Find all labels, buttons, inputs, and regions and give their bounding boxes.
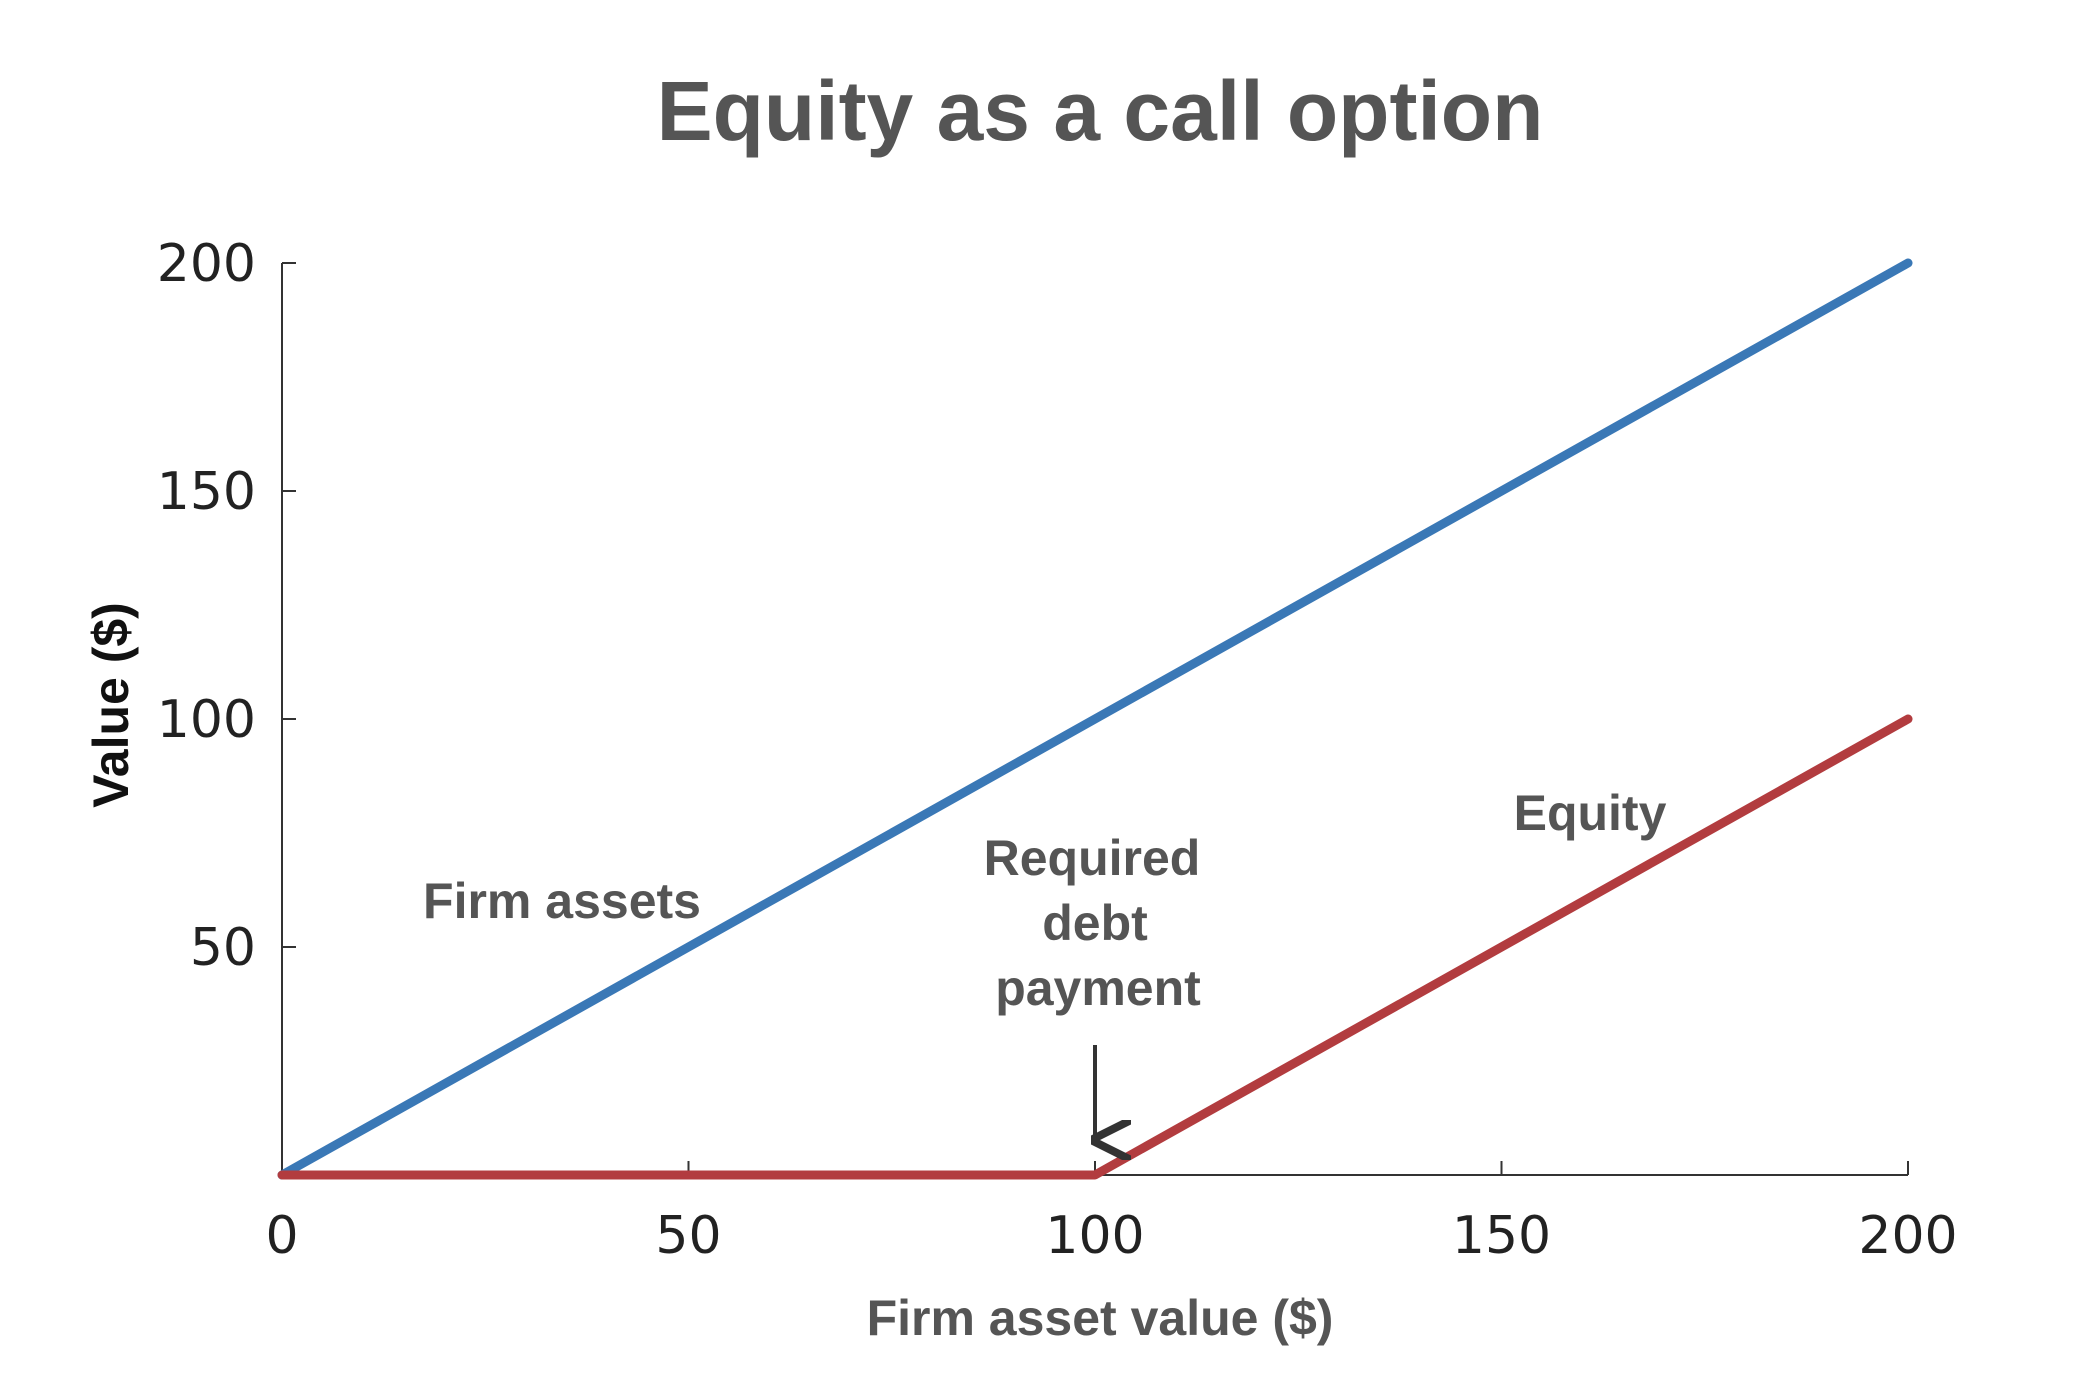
series-line-equity [277,714,1913,1180]
series-label-firm-assets: Firm assets [423,873,701,929]
annotation-line-3: payment [995,960,1201,1016]
series-label-equity: Equity [1514,785,1667,841]
chart-title: Equity as a call option [657,64,1544,158]
x-tick-label: 100 [1045,1206,1144,1266]
annotation-line-1: Required [984,830,1201,886]
x-tick-label: 0 [265,1206,298,1266]
x-axis-title: Firm asset value ($) [867,1290,1334,1346]
series-layer [277,258,1913,1180]
x-tick-label: 150 [1452,1206,1551,1266]
x-tick-label: 50 [655,1206,721,1266]
y-tick-label: 100 [157,690,256,750]
ticks: 0 50 100 150 200 50 100 150 200 [157,234,1958,1266]
y-tick-label: 150 [157,462,256,522]
debt-annotation: Required debt payment [984,830,1201,1140]
annotation-line-2: debt [1042,895,1148,951]
y-tick-label: 200 [157,234,256,294]
y-tick-label: 50 [190,918,256,978]
series-line-firm-assets [277,258,1913,1180]
y-axis-title: Value ($) [83,602,139,808]
x-tick-label: 200 [1858,1206,1957,1266]
